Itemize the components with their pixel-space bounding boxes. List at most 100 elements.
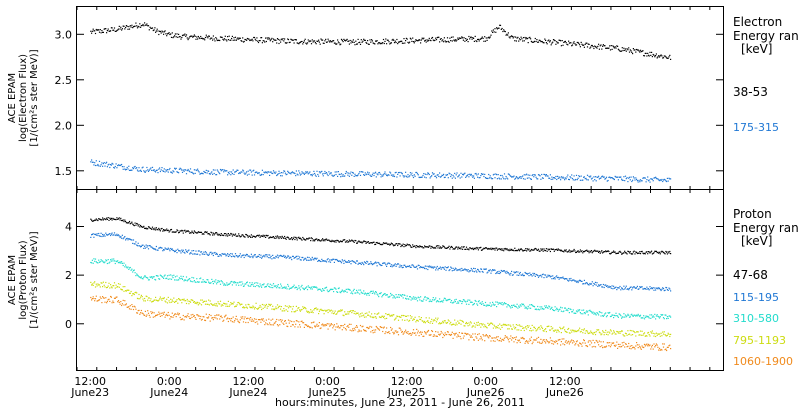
data-point [356, 260, 358, 262]
data-point [97, 234, 99, 237]
data-point [137, 275, 139, 277]
data-point [223, 303, 226, 305]
data-point [510, 325, 512, 327]
data-point [612, 251, 614, 253]
data-point [205, 169, 207, 171]
data-point [530, 327, 532, 329]
data-point [506, 33, 508, 35]
data-point [116, 233, 118, 235]
data-point [368, 172, 370, 174]
data-point [590, 44, 593, 47]
data-point [340, 173, 343, 175]
data-point [348, 40, 350, 42]
data-point [241, 171, 243, 173]
data-point [297, 307, 299, 309]
data-point [408, 265, 410, 268]
data-point [132, 271, 134, 273]
data-point [391, 39, 393, 41]
data-point [163, 168, 165, 170]
data-point [200, 315, 202, 318]
data-point [189, 301, 192, 303]
data-point [199, 278, 201, 280]
data-point [379, 173, 381, 175]
data-point [246, 317, 248, 319]
data-point [642, 334, 644, 336]
data-point [317, 240, 319, 242]
data-point [130, 290, 132, 293]
data-point [393, 245, 395, 247]
data-point [522, 273, 524, 275]
data-point [314, 172, 316, 175]
data-point [528, 37, 530, 39]
data-point [444, 247, 446, 249]
data-point [518, 329, 520, 331]
data-point [476, 271, 478, 273]
data-point [583, 309, 585, 311]
data-point [147, 312, 150, 314]
data-point [183, 319, 185, 321]
data-point [99, 29, 101, 31]
data-point [112, 29, 114, 31]
data-point [670, 58, 672, 60]
data-point [141, 277, 143, 280]
data-point [479, 247, 481, 249]
data-point [390, 326, 392, 329]
data-point [476, 303, 478, 305]
data-point [305, 42, 307, 44]
data-point [228, 318, 230, 320]
data-point [174, 250, 176, 252]
data-point [228, 305, 230, 307]
data-point [566, 331, 568, 333]
data-point [446, 247, 449, 249]
data-point [619, 332, 621, 334]
data-point [366, 42, 368, 44]
data-point [322, 240, 324, 242]
data-point [172, 277, 174, 279]
data-point [419, 176, 421, 179]
data-point [138, 26, 140, 28]
data-point [380, 42, 382, 44]
data-point [371, 242, 373, 244]
data-point [105, 28, 107, 30]
data-point [254, 236, 256, 238]
data-point [190, 171, 192, 173]
data-point [526, 37, 528, 39]
data-point [142, 23, 144, 26]
data-point [456, 39, 458, 41]
data-point [153, 276, 155, 278]
data-point [91, 161, 93, 163]
data-point [190, 280, 192, 283]
data-point [402, 297, 404, 299]
data-point [277, 257, 279, 259]
data-point [416, 297, 418, 299]
data-point [141, 24, 143, 27]
data-point [225, 314, 227, 316]
data-point [257, 307, 260, 309]
data-point [511, 306, 513, 308]
data-point [647, 54, 650, 56]
data-point [113, 301, 115, 304]
data-point [122, 238, 124, 240]
data-point [184, 252, 186, 254]
data-point [435, 175, 437, 177]
data-point [372, 241, 374, 243]
data-point [552, 178, 554, 180]
data-point [610, 177, 612, 179]
data-point [415, 266, 417, 268]
data-point [227, 255, 229, 257]
data-point [301, 284, 303, 286]
data-point [91, 32, 93, 34]
data-point [654, 177, 656, 179]
data-point [272, 318, 274, 320]
data-point [147, 170, 150, 172]
data-point [366, 294, 368, 296]
data-point [201, 233, 203, 235]
data-point [394, 263, 396, 265]
data-point [485, 268, 487, 270]
data-point [407, 265, 409, 267]
data-point [308, 172, 310, 174]
data-point [320, 171, 322, 173]
data-point [437, 269, 439, 271]
data-point [213, 304, 215, 306]
data-point [377, 313, 379, 315]
